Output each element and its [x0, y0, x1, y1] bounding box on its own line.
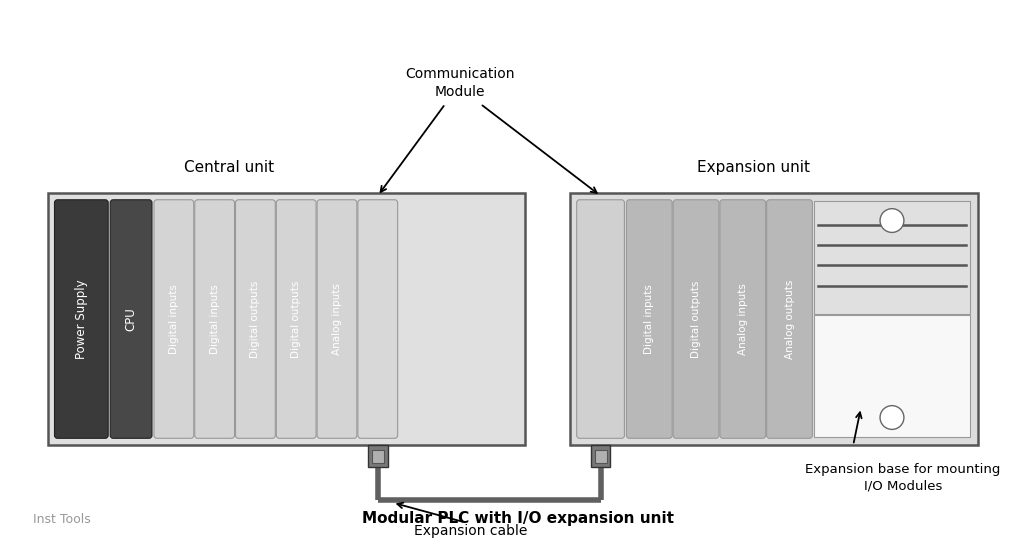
Bar [372, 450, 384, 463]
FancyBboxPatch shape [110, 200, 152, 438]
Text: Central unit: Central unit [184, 160, 274, 175]
Text: Power Supply: Power Supply [75, 279, 88, 359]
FancyBboxPatch shape [317, 200, 357, 438]
Text: Digital inputs: Digital inputs [169, 284, 179, 354]
FancyBboxPatch shape [626, 200, 672, 438]
Text: Analog inputs: Analog inputs [332, 283, 342, 355]
Bar [48, 193, 525, 445]
FancyBboxPatch shape [276, 200, 316, 438]
Text: Modular PLC with I/O expansion unit: Modular PLC with I/O expansion unit [362, 511, 674, 526]
FancyBboxPatch shape [55, 200, 109, 438]
Bar [815, 315, 970, 437]
FancyBboxPatch shape [720, 200, 766, 438]
FancyBboxPatch shape [576, 200, 624, 438]
Text: Analog inputs: Analog inputs [738, 283, 747, 355]
Bar [594, 450, 607, 463]
FancyBboxPatch shape [195, 200, 235, 438]
Text: Inst Tools: Inst Tools [33, 514, 90, 526]
Bar [591, 445, 611, 467]
Text: Expansion unit: Expansion unit [697, 160, 809, 175]
FancyBboxPatch shape [358, 200, 397, 438]
Text: Digital inputs: Digital inputs [210, 284, 219, 354]
Bar [815, 201, 970, 315]
Circle shape [880, 208, 904, 232]
FancyBboxPatch shape [767, 200, 812, 438]
Text: Digital inputs: Digital inputs [645, 284, 654, 354]
Text: Communication
Module: Communication Module [406, 67, 515, 99]
Bar [569, 193, 977, 445]
Text: CPU: CPU [124, 307, 138, 331]
Text: Digital outputs: Digital outputs [250, 281, 261, 358]
Text: Expansion cable: Expansion cable [414, 525, 527, 538]
Text: Digital outputs: Digital outputs [291, 281, 301, 358]
FancyBboxPatch shape [673, 200, 719, 438]
Bar [367, 445, 388, 467]
Text: Expansion base for mounting
I/O Modules: Expansion base for mounting I/O Modules [805, 463, 1001, 492]
FancyBboxPatch shape [154, 200, 194, 438]
Text: Analog outputs: Analog outputs [785, 280, 795, 359]
FancyBboxPatch shape [236, 200, 275, 438]
Text: Digital outputs: Digital outputs [691, 281, 701, 358]
Circle shape [880, 406, 904, 429]
